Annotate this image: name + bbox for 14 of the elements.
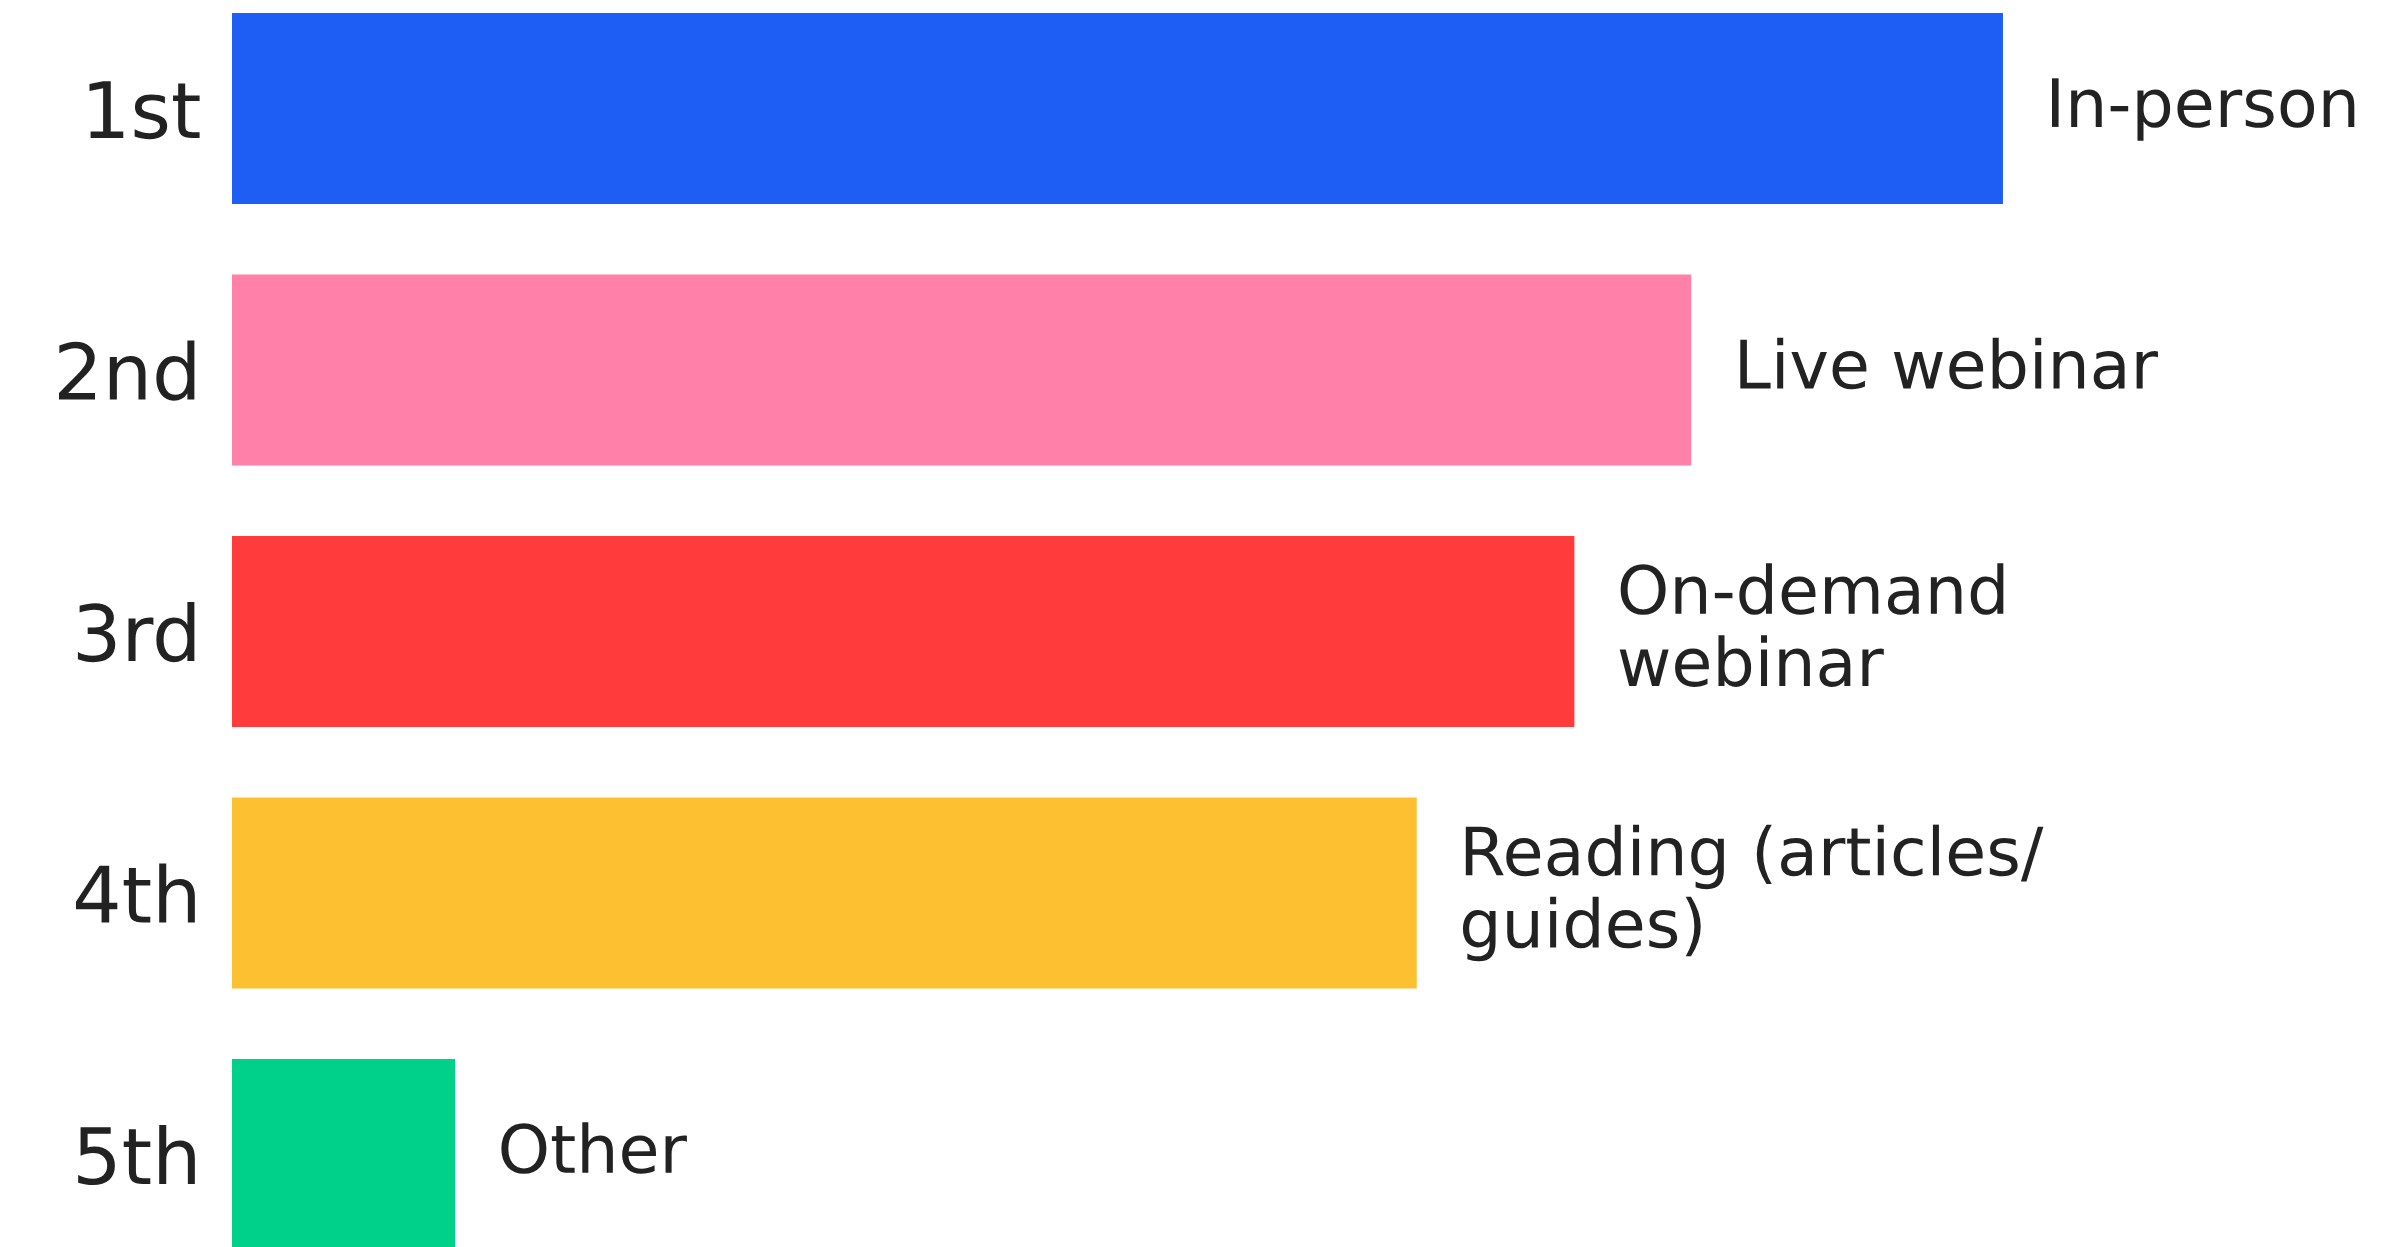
y-tick-label: 4th <box>75 863 195 923</box>
bar <box>232 797 1417 989</box>
annotation: In-person <box>2052 78 2355 141</box>
annotation: Live webinar <box>1740 337 2158 390</box>
y-tick-label: 2nd <box>58 340 195 401</box>
y-tick-label: 3rd <box>77 601 195 663</box>
bar <box>232 274 1692 466</box>
annotation: Other <box>501 1122 687 1174</box>
annotation: Reading (articles/ guides) <box>1462 824 2044 962</box>
bar <box>232 536 1575 727</box>
y-tick-label: 1st <box>89 81 200 140</box>
y-tick-label: 5th <box>78 1124 195 1186</box>
bar <box>232 13 2003 204</box>
annotation: On-demand webinar <box>1619 563 2004 687</box>
